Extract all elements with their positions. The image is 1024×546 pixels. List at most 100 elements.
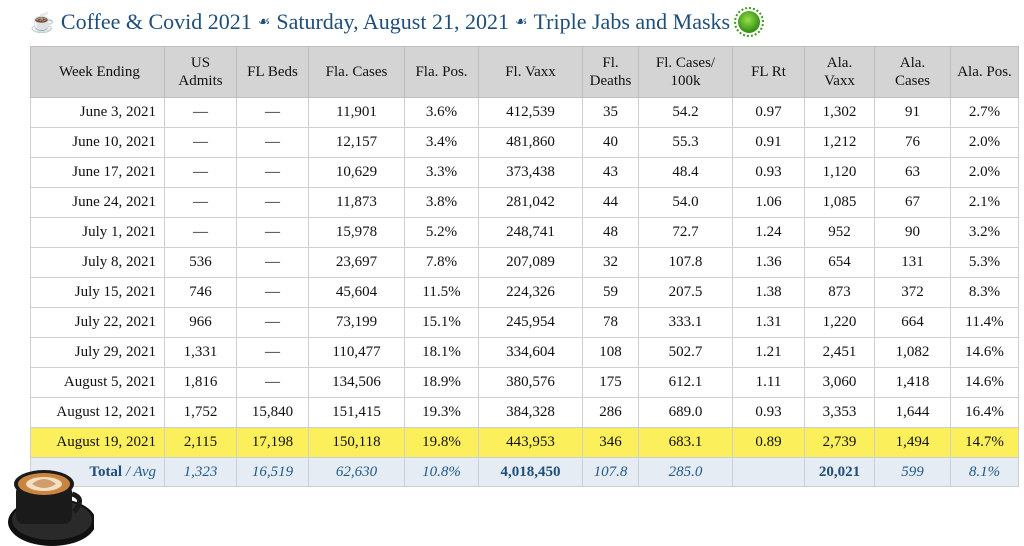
table-cell: 1,212 [804,127,875,158]
week-ending-cell: July 1, 2021 [30,217,165,248]
table-cell: 443,953 [478,427,583,458]
table-cell: 372 [874,277,951,308]
table-cell: 32 [582,247,639,278]
table-cell: 43 [582,157,639,188]
week-ending-cell: June 17, 2021 [30,157,165,188]
table-row: July 8, 2021 536—23,697 7.8% 207,089 32 107.8… [30,247,1019,278]
table-cell: 11.5% [404,277,479,308]
column-header: FL Rt [732,46,805,98]
table-cell: 1,331 [164,337,237,368]
table-cell: 5.2% [404,217,479,248]
table-cell: 54.0 [638,187,733,218]
total-cell: 10.8% [404,457,479,487]
table-row: August 19, 2021 2,115 17,198 150,118 19.8% 44… [30,427,1019,458]
table-cell: 0.93 [732,157,805,188]
table-cell: — [236,97,309,128]
table-cell: 245,954 [478,307,583,338]
table-cell: 11,901 [308,97,405,128]
column-header: Ala. Vaxx [804,46,875,98]
table-cell: 0.93 [732,397,805,428]
table-cell: 346 [582,427,639,458]
table-cell: 2.7% [950,97,1019,128]
week-ending-cell: July 22, 2021 [30,307,165,338]
week-ending-cell: June 10, 2021 [30,127,165,158]
table-cell: 54.2 [638,97,733,128]
table-cell: 91 [874,97,951,128]
table-cell: 76 [874,127,951,158]
table-cell: 384,328 [478,397,583,428]
table-cell: 1,494 [874,427,951,458]
week-ending-cell: July 29, 2021 [30,337,165,368]
table-cell: 7.8% [404,247,479,278]
table-cell: 55.3 [638,127,733,158]
table-cell: 12,157 [308,127,405,158]
table-cell: 90 [874,217,951,248]
column-header: Week Ending [30,46,165,98]
week-ending-cell: August 5, 2021 [30,367,165,398]
week-ending-cell: July 15, 2021 [30,277,165,308]
table-cell: 48.4 [638,157,733,188]
table-cell: 380,576 [478,367,583,398]
table-cell: — [236,367,309,398]
table-cell: 207.5 [638,277,733,308]
table-cell: 15,978 [308,217,405,248]
fleuron-separator-icon: ☙ [514,14,528,30]
table-cell: 78 [582,307,639,338]
table-cell: 45,604 [308,277,405,308]
table-cell: — [164,127,237,158]
total-cell: 1,323 [164,457,237,487]
column-header: Fl. Vaxx [478,46,583,98]
total-cell: 8.1% [950,457,1019,487]
virus-icon [734,7,765,37]
title-part-3: Triple Jabs and Masks [533,9,731,34]
total-cell: 62,630 [308,457,405,487]
table-cell: 1.21 [732,337,805,368]
table-cell: 108 [582,337,639,368]
table-cell: — [236,157,309,188]
table-cell: 15,840 [236,397,309,428]
table-cell: 873 [804,277,875,308]
table-cell: 334,604 [478,337,583,368]
column-header: Ala. Pos. [950,46,1019,98]
table-row: June 17, 2021— —10,629 3.3% 373,438 43 48.4 0.… [30,157,1019,188]
table-cell: 612.1 [638,367,733,398]
total-cell: 20,021 [804,457,875,487]
table-row: June 24, 2021— —11,873 3.8% 281,042 44 54.0 1.… [30,187,1019,218]
table-cell: 536 [164,247,237,278]
table-cell: 48 [582,217,639,248]
table-cell: 207,089 [478,247,583,278]
table-cell: 0.89 [732,427,805,458]
table-cell: 2,115 [164,427,237,458]
table-cell: 17,198 [236,427,309,458]
table-cell: 67 [874,187,951,218]
table-row: August 12, 2021 1,752 15,840 151,415 19.3% 38… [30,397,1019,428]
total-cell: 285.0 [638,457,733,487]
total-cell: 599 [874,457,951,487]
week-ending-cell: July 8, 2021 [30,247,165,278]
column-header: Fla. Pos. [404,46,479,98]
table-cell: 59 [582,277,639,308]
table-cell: 683.1 [638,427,733,458]
table-cell: 2.0% [950,127,1019,158]
column-header: FL Beds [236,46,309,98]
table-cell: 1,644 [874,397,951,428]
table-cell: 1,816 [164,367,237,398]
table-row: August 5, 2021 1,816—134,506 18.9% 380,576 1… [30,367,1019,398]
table-cell: 1.06 [732,187,805,218]
table-cell: 23,697 [308,247,405,278]
table-cell: 3,060 [804,367,875,398]
table-cell: 63 [874,157,951,188]
total-cell: 16,519 [236,457,309,487]
title-part-1: Coffee & Covid 2021 [60,9,252,34]
total-cell: 4,018,450 [478,457,583,487]
table-cell: 3.3% [404,157,479,188]
table-cell: 131 [874,247,951,278]
table-cell: 150,118 [308,427,405,458]
table-cell: 1,120 [804,157,875,188]
table-row: July 1, 2021— —15,978 5.2% 248,741 48 72.7 1.2… [30,217,1019,248]
table-cell: 19.8% [404,427,479,458]
table-cell: 175 [582,367,639,398]
table-row: July 15, 2021 746—45,604 11.5% 224,326 59 207… [30,277,1019,308]
table-cell: 8.3% [950,277,1019,308]
table-cell: 1,752 [164,397,237,428]
